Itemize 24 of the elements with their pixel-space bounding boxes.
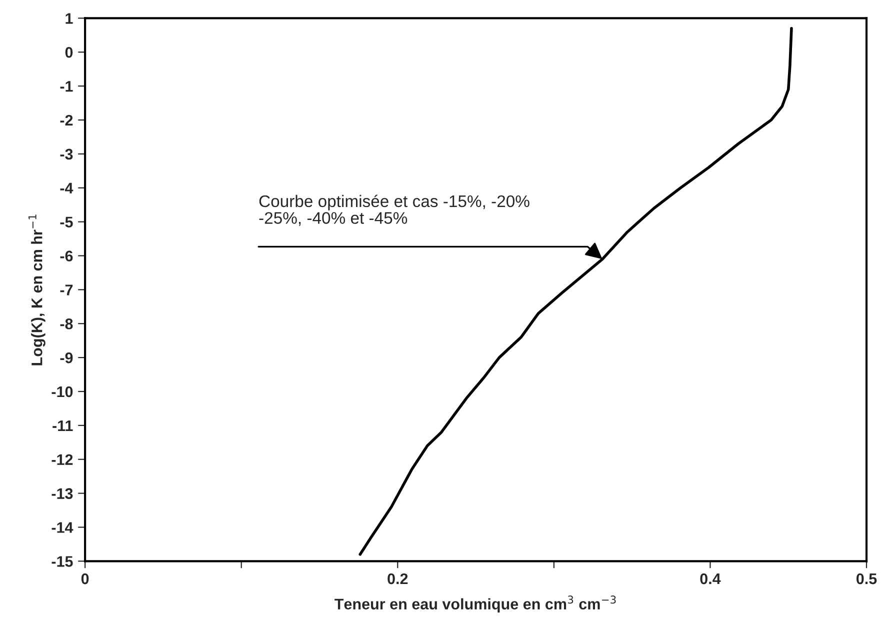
y-tick-label: -4 bbox=[60, 182, 74, 194]
y-tick-label: -8 bbox=[60, 318, 73, 330]
y-tick-label: -5 bbox=[60, 216, 73, 228]
x-tick-label: 0 bbox=[81, 573, 89, 584]
y-tick-label: -11 bbox=[52, 420, 73, 431]
y-tick-label: -14 bbox=[52, 522, 74, 533]
y-tick-label: -7 bbox=[60, 284, 73, 296]
y-tick-label: -1 bbox=[60, 81, 73, 92]
y-tick-label: -13 bbox=[52, 488, 73, 499]
y-tick-label: -2 bbox=[60, 114, 73, 126]
x-axis-title: Teneur en eau volumique en cm$^{3}$ cm$^{−3}$ bbox=[334, 596, 616, 612]
y-tick-label: -15 bbox=[52, 556, 73, 567]
x-tick-label: 0.2 bbox=[388, 573, 408, 584]
y-tick-label: -12 bbox=[52, 454, 73, 465]
y-tick-label: 1 bbox=[66, 13, 73, 24]
annotation: Courbe optimisée et cas -15%, -20% -25%, -40% et -45% bbox=[259, 194, 530, 226]
y-tick-label: -9 bbox=[60, 352, 73, 364]
x-tick-label: 0.5 bbox=[856, 573, 877, 584]
y-tick-label: -6 bbox=[60, 250, 73, 262]
y-tick-label: 0 bbox=[65, 46, 73, 58]
y-tick-label: -3 bbox=[60, 148, 73, 160]
y-tick-label: -10 bbox=[52, 386, 73, 398]
y-axis-title: Log(K), K en cm hr$^{−1}$ bbox=[28, 214, 46, 366]
x-tick-label: 0.4 bbox=[700, 573, 721, 584]
